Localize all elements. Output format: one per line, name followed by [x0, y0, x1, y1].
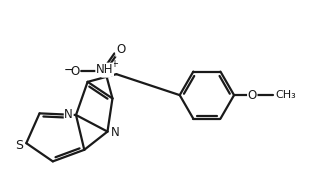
Text: O: O [116, 43, 125, 56]
Text: O: O [248, 89, 257, 102]
Text: +: + [110, 59, 118, 69]
Text: N: N [102, 64, 110, 77]
Text: −: − [64, 64, 74, 77]
Text: NH: NH [96, 63, 113, 76]
Text: CH₃: CH₃ [275, 90, 296, 100]
Text: S: S [15, 139, 23, 152]
Text: N: N [64, 108, 73, 121]
Text: O: O [70, 65, 80, 78]
Text: N: N [111, 126, 120, 139]
